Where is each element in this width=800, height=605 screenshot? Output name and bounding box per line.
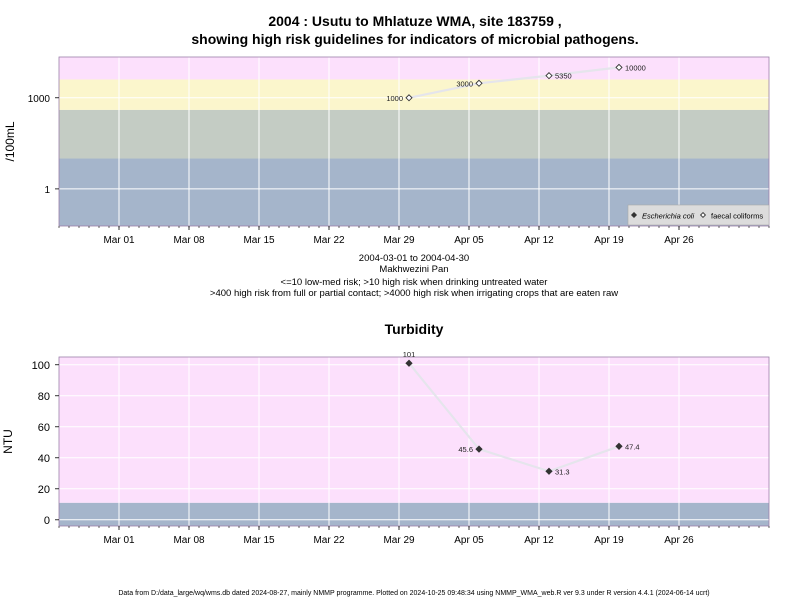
x-tick-label: Apr 12	[524, 235, 554, 246]
x-tick-label: Apr 12	[524, 535, 554, 546]
legend-label: faecal coliforms	[711, 212, 763, 221]
risk-band	[59, 109, 769, 159]
chart-title-line2: showing high risk guidelines for indicat…	[191, 31, 638, 47]
data-label: 47.4	[625, 442, 640, 451]
x-tick-label: Mar 01	[103, 535, 135, 546]
x-tick-label: Mar 29	[383, 235, 415, 246]
x-tick-label: Mar 08	[173, 235, 205, 246]
data-point	[545, 467, 553, 475]
x-tick-label: Mar 01	[103, 235, 135, 246]
x-tick-label: Mar 22	[313, 535, 345, 546]
data-label: 101	[403, 350, 416, 359]
legend-box	[627, 204, 770, 226]
microbial-panel: Mar 01 Mar 08 Mar 15 Mar 22 Mar 29 Apr 05 Apr …	[3, 56, 770, 299]
footer-note: Data from D:/data_large/wq/wms.db dated …	[118, 590, 709, 597]
y-axis-label: NTU	[1, 429, 15, 454]
x-tick-label: Apr 05	[454, 535, 484, 546]
y-axis-label: /100mL	[3, 121, 17, 161]
x-tick-label: Apr 19	[594, 535, 624, 546]
caption-line: <=10 low-med risk; >10 high risk when dr…	[281, 277, 548, 288]
x-tick-label: Mar 22	[313, 235, 345, 246]
y-tick-label: 0	[44, 515, 50, 527]
x-tick-label: Apr 26	[664, 535, 694, 546]
data-label: 31.3	[555, 467, 570, 476]
y-tick-label: 1	[44, 185, 50, 196]
data-point	[405, 359, 413, 367]
x-tick-label: Mar 15	[243, 235, 275, 246]
y-tick-label: 60	[38, 422, 50, 434]
data-point	[615, 442, 623, 450]
turbidity-panel: Mar 01 Mar 08 Mar 15 Mar 22 Mar 29 Apr 05 Apr …	[1, 321, 770, 546]
data-point	[475, 79, 483, 87]
chart-title-line1: 2004 : Usutu to Mhlatuze WMA, site 18375…	[268, 13, 561, 29]
legend-marker	[630, 211, 638, 219]
data-label: 5350	[555, 72, 572, 81]
caption-line: Makhwezini Pan	[379, 264, 448, 275]
panel-title: Turbidity	[385, 321, 444, 337]
x-tick-label: Mar 15	[243, 535, 275, 546]
risk-band	[59, 79, 769, 110]
panel-border	[58, 56, 770, 227]
data-label: 10000	[625, 63, 646, 72]
data-point	[475, 445, 483, 453]
y-tick-label: 80	[38, 391, 50, 403]
data-point	[405, 94, 413, 102]
data-label: 1000	[386, 94, 403, 103]
data-label: 3000	[456, 79, 473, 88]
data-label: 45.6	[458, 445, 473, 454]
y-tick-label: 1000	[28, 94, 51, 105]
risk-band	[59, 357, 769, 503]
caption-line: 2004-03-01 to 2004-04-30	[359, 253, 469, 264]
data-point	[615, 63, 623, 72]
x-tick-label: Apr 26	[664, 235, 694, 246]
series-line	[408, 66, 620, 99]
risk-band	[59, 502, 769, 526]
x-tick-label: Mar 29	[383, 535, 415, 546]
y-tick-label: 40	[38, 453, 50, 465]
panel-border	[58, 356, 770, 527]
x-tick-label: Apr 19	[594, 235, 624, 246]
x-tick-label: Mar 08	[173, 535, 205, 546]
x-tick-label: Apr 05	[454, 235, 484, 246]
y-tick-label: 20	[38, 484, 50, 496]
series-line	[408, 362, 620, 473]
legend-marker	[699, 211, 707, 219]
legend-label: Escherichia coli	[642, 212, 694, 221]
risk-band	[59, 57, 769, 80]
data-point	[545, 72, 553, 80]
caption-line: >400 high risk from full or partial cont…	[210, 288, 618, 299]
y-tick-label: 100	[32, 360, 50, 372]
